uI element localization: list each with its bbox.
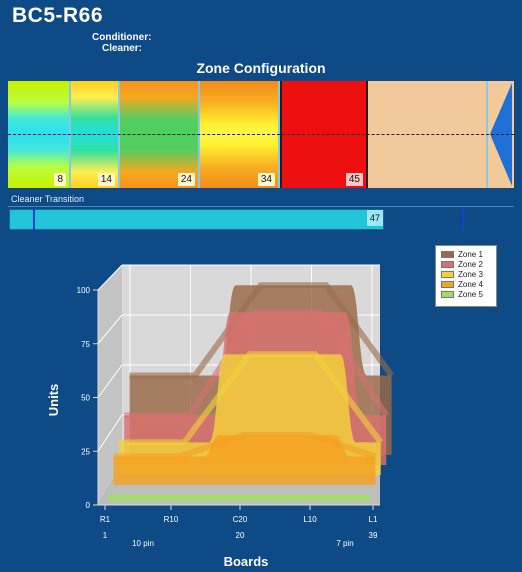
legend-item-zone-2: Zone 2	[441, 261, 483, 269]
grid-line-side	[97, 364, 123, 398]
centerline-divider	[8, 134, 514, 135]
area-series-4	[113, 435, 376, 485]
zone-configuration-title: Zone Configuration	[196, 60, 326, 76]
y-axis-title: Units	[46, 384, 61, 417]
legend-item-zone-4: Zone 4	[441, 281, 483, 289]
zone-2-value: 14	[97, 173, 115, 186]
cleaner-transition-label: Cleaner Transition	[11, 194, 85, 204]
y-tick-label: 50	[81, 394, 90, 403]
x-sub-number-mid: 20	[236, 531, 245, 540]
x-tick-label: L10	[303, 515, 317, 524]
cleaner-transition-marker-start[interactable]	[33, 209, 35, 231]
zone-4-value: 34	[257, 173, 275, 186]
grid-line-side	[97, 264, 123, 291]
pin-label-left: 10 pin	[132, 539, 154, 548]
legend-item-zone-1: Zone 1	[441, 251, 483, 259]
x-tick-label: R1	[100, 515, 111, 524]
chart-side-wall	[98, 265, 122, 505]
legend-item-zone-3: Zone 3	[441, 271, 483, 279]
legend-label: Zone 3	[458, 270, 483, 279]
x-tick-label: R10	[164, 515, 179, 524]
legend-swatch	[441, 261, 454, 268]
zone-configuration-strip: 8 14 24 34 45	[8, 81, 514, 188]
area-edge-series-1	[129, 282, 395, 379]
legend-swatch	[441, 251, 454, 258]
x-axis-title: Boards	[224, 554, 269, 569]
legend-label: Zone 1	[458, 250, 483, 259]
y-tick-label: 100	[77, 286, 91, 295]
legend-swatch	[441, 271, 454, 278]
grid-line-side	[97, 414, 123, 452]
y-tick-label: 25	[81, 447, 90, 456]
legend-swatch	[441, 291, 454, 298]
pin-label-right: 7 pin	[336, 539, 353, 548]
legend-swatch	[441, 281, 454, 288]
y-tick-label: 75	[81, 340, 90, 349]
zone-1-value: 8	[54, 173, 66, 186]
conditioner-label: Conditioner:	[92, 32, 152, 43]
area-edge-series-2	[124, 309, 389, 419]
grid-line-side	[97, 314, 123, 345]
zone-5-value: 45	[345, 173, 363, 186]
cleaner-label: Cleaner:	[101, 43, 142, 54]
cleaner-transition-value: 47	[367, 210, 383, 226]
x-tick-label: L1	[369, 515, 378, 524]
legend-label: Zone 2	[458, 260, 483, 269]
cleaner-transition-marker-end[interactable]	[462, 209, 464, 231]
cleaner-transition-bar[interactable]	[9, 209, 384, 230]
cleaner-transition-divider	[8, 206, 514, 207]
x-sub-number-start: 1	[103, 531, 108, 540]
chart-legend: Zone 1 Zone 2 Zone 3 Zone 4 Zone 5	[435, 245, 497, 307]
x-tick-label: C20	[233, 515, 248, 524]
area-edge-series-3	[118, 351, 384, 446]
app-title: BC5-R66	[12, 4, 104, 27]
legend-item-zone-5: Zone 5	[441, 291, 483, 299]
area-edge-series-4	[113, 432, 377, 460]
x-sub-number-end: 39	[369, 531, 378, 540]
y-tick-label: 0	[86, 501, 91, 510]
legend-label: Zone 4	[458, 280, 483, 289]
zone-3-value: 24	[177, 173, 195, 186]
legend-label: Zone 5	[458, 290, 483, 299]
